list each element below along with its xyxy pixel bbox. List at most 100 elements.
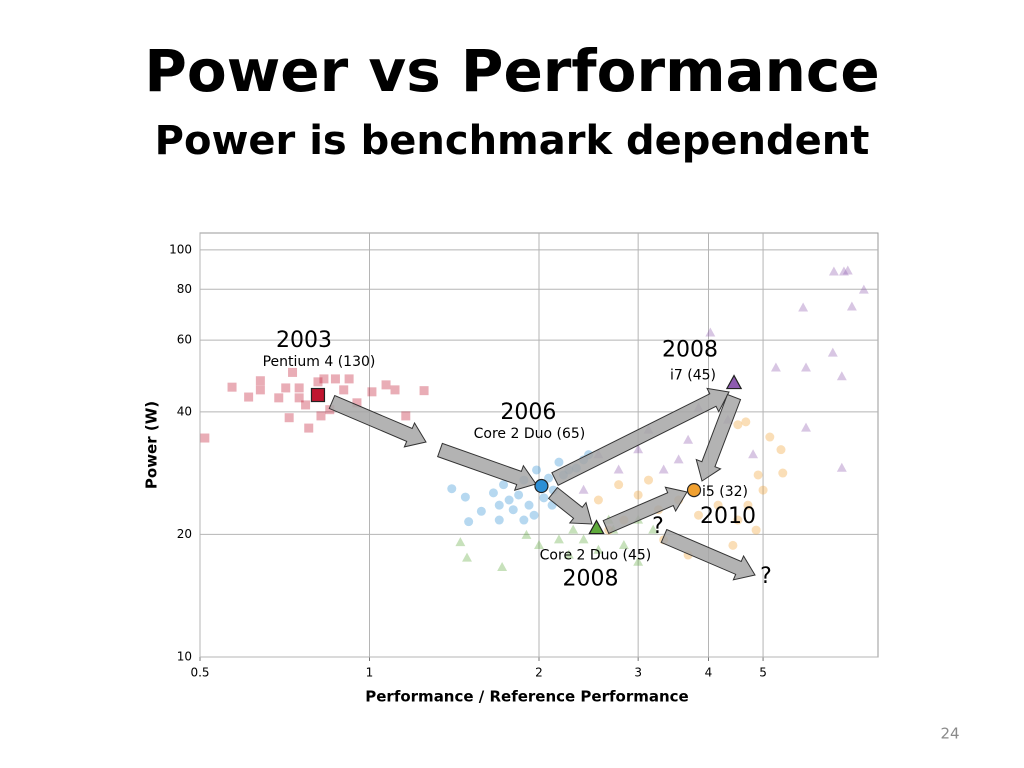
scatter-point [524, 500, 534, 510]
scatter-point [313, 377, 323, 387]
scatter-point [255, 385, 265, 395]
slide-subtitle: Power is benchmark dependent [155, 118, 870, 164]
scatter-point [658, 464, 669, 474]
scatter-point [838, 266, 849, 276]
highlights: Pentium 4 (130)2003 Core 2 Duo (65)2006 Co… [263, 328, 756, 591]
scatter-point [381, 380, 391, 390]
scatter-point [633, 490, 643, 500]
x-tick-label: 4 [705, 666, 713, 680]
scatter-point [633, 556, 644, 566]
scatter-point [846, 301, 857, 311]
scatter-point [390, 385, 400, 395]
scatter-point [733, 515, 743, 525]
scatter-point [743, 500, 753, 510]
arrow [602, 486, 688, 535]
scatter-point [504, 495, 514, 505]
scatter-point [319, 374, 329, 384]
highlight-point [534, 478, 549, 494]
scatter-point [751, 525, 761, 535]
x-tick-label: 2 [535, 666, 543, 680]
series-name: i5 (32) [702, 484, 748, 500]
annotation: ? [652, 514, 664, 539]
scatter-point [352, 398, 362, 408]
y-tick-label: 20 [177, 527, 192, 541]
annotation: ? [760, 564, 772, 589]
scatter-point [614, 480, 624, 490]
scatter-point [304, 423, 314, 433]
y-tick-label: 80 [177, 282, 192, 296]
scatter-point [227, 382, 237, 392]
scatter-point [593, 544, 604, 554]
arrow [437, 442, 537, 491]
series-name: Pentium 4 (130) [263, 354, 376, 370]
scatter-point [728, 540, 738, 550]
scatter-point [330, 374, 340, 384]
scatter-point [648, 524, 659, 534]
arrow [660, 528, 756, 581]
scatter-point [554, 457, 564, 467]
scatter-point [713, 500, 723, 510]
scatter-point [748, 449, 759, 459]
scatter-point [419, 386, 429, 396]
scatter-point [529, 510, 539, 520]
x-axis-label: Performance / Reference Performance [365, 688, 688, 706]
scatter-point [753, 470, 763, 480]
scatter-point [519, 515, 529, 525]
scatter-point [494, 500, 504, 510]
grid: 0.5 1 2 3 4 5 10 20 40 60 80 100 [169, 233, 878, 680]
series-year: 2010 [700, 504, 756, 529]
scatter-point [244, 392, 254, 402]
scatter-point [534, 539, 544, 549]
scatter-point [521, 529, 532, 539]
scatter-point [460, 492, 470, 502]
scatter-point [539, 493, 549, 503]
scatter-point [828, 266, 839, 276]
scatter-point [294, 393, 304, 403]
scatter-point [776, 445, 786, 455]
scatter-point [200, 433, 210, 443]
x-tick-label: 1 [366, 666, 374, 680]
scatter-point [447, 484, 457, 494]
scatter-point [801, 362, 811, 372]
scatter-point [497, 561, 508, 571]
scatter-point [316, 411, 326, 421]
scatter-point [344, 374, 354, 384]
scatter-point [644, 475, 654, 485]
scatter-point [284, 413, 294, 423]
scatter-point [544, 473, 554, 483]
scatter-point [633, 444, 644, 454]
scatter-point [339, 385, 349, 395]
scatter-point [532, 465, 542, 475]
series-year: 2008 [662, 337, 718, 362]
y-tick-label: 60 [177, 333, 192, 347]
scatter-point [801, 422, 811, 432]
scatter-point [494, 515, 504, 525]
scatter-point [758, 485, 768, 495]
series-year: 2008 [562, 566, 618, 591]
scatter-point [673, 454, 684, 464]
highlight-point [725, 374, 743, 390]
scatter-point [462, 552, 472, 562]
series-name: i7 (45) [670, 367, 716, 383]
scatter-point [568, 524, 579, 534]
scatter-point [367, 387, 377, 397]
scatter-point [765, 432, 775, 442]
series-name: Core 2 Duo (45) [540, 547, 652, 563]
page-number: 24 [940, 725, 959, 743]
scatter-point [593, 495, 603, 505]
scatter-point [553, 534, 564, 544]
x-tick-label: 5 [759, 666, 767, 680]
scatter-point [294, 383, 304, 393]
scatter-point [827, 347, 838, 357]
scatter-point [733, 420, 743, 430]
scatter-point [514, 490, 524, 500]
scatter-point [836, 462, 847, 472]
scatter-point [578, 534, 589, 544]
scatter-point [455, 537, 466, 547]
arrow [551, 387, 730, 486]
scatter-point [508, 505, 518, 515]
arrow [328, 394, 427, 448]
x-tick-label: 3 [634, 666, 642, 680]
scatter-point [778, 468, 788, 478]
series-name: Core 2 Duo (65) [474, 426, 586, 442]
